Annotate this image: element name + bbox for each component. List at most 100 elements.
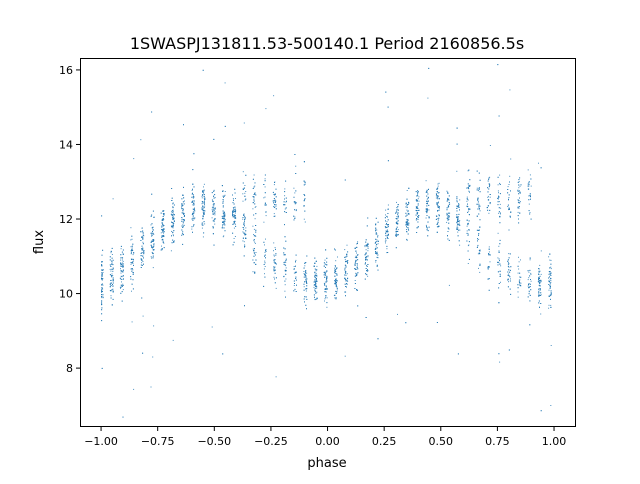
data-point	[435, 219, 437, 220]
data-point	[173, 220, 175, 222]
data-point	[427, 235, 429, 237]
data-point	[316, 278, 317, 280]
data-point	[274, 215, 276, 217]
data-point	[222, 217, 224, 219]
data-point	[214, 207, 216, 209]
data-point	[549, 274, 551, 276]
data-point	[255, 259, 257, 261]
data-point	[273, 259, 275, 261]
data-point	[141, 259, 143, 261]
data-point	[335, 284, 337, 286]
data-point	[305, 270, 307, 272]
data-point	[252, 208, 254, 210]
data-point	[293, 268, 295, 270]
data-point	[316, 274, 318, 276]
data-point	[171, 188, 173, 189]
data-point	[304, 183, 306, 185]
data-point	[377, 254, 379, 256]
data-point	[459, 229, 461, 231]
data-point	[253, 262, 255, 264]
data-point	[347, 280, 349, 282]
data-point	[489, 209, 491, 211]
data-point	[386, 235, 388, 237]
data-point	[324, 298, 326, 300]
data-point	[120, 268, 121, 270]
data-point	[405, 221, 407, 223]
data-point	[306, 285, 308, 287]
data-point	[499, 243, 501, 245]
data-point	[232, 214, 234, 216]
data-point	[295, 173, 297, 174]
data-point	[224, 220, 226, 222]
data-point	[478, 188, 480, 190]
data-point	[456, 206, 458, 208]
data-point	[274, 282, 276, 284]
data-point	[457, 216, 459, 218]
data-point	[508, 207, 510, 209]
data-point	[324, 263, 326, 265]
data-point	[162, 218, 164, 220]
data-point	[519, 177, 521, 179]
data-point	[151, 235, 152, 237]
data-point	[529, 294, 531, 296]
data-point	[408, 202, 410, 204]
data-point	[507, 186, 509, 188]
data-point	[152, 257, 154, 259]
data-point	[447, 218, 449, 220]
data-point	[468, 208, 470, 210]
data-point	[222, 195, 224, 197]
data-point	[213, 221, 215, 223]
data-point	[367, 264, 369, 265]
data-point	[336, 273, 338, 274]
data-point	[222, 202, 224, 204]
data-point	[417, 194, 419, 196]
data-point	[274, 269, 276, 271]
data-point	[306, 298, 308, 300]
data-point	[446, 217, 448, 219]
data-point	[170, 213, 172, 215]
data-point	[142, 261, 144, 262]
data-point	[456, 228, 458, 230]
data-point	[151, 214, 153, 216]
data-point	[101, 284, 103, 286]
data-point	[172, 224, 174, 226]
data-point	[313, 294, 315, 296]
data-point	[303, 205, 305, 206]
data-point	[436, 231, 438, 233]
data-point	[387, 219, 389, 221]
data-point	[476, 170, 478, 172]
data-point	[385, 242, 386, 244]
data-point	[264, 180, 266, 182]
data-point	[244, 246, 245, 248]
data-point	[283, 262, 285, 264]
data-point	[448, 215, 450, 216]
data-point	[283, 263, 285, 265]
data-point	[242, 200, 244, 202]
data-point	[173, 213, 174, 215]
data-point	[142, 352, 144, 354]
data-point	[438, 225, 440, 227]
data-point	[540, 250, 542, 252]
data-point	[365, 253, 367, 255]
data-point	[295, 209, 297, 211]
data-point	[284, 264, 286, 266]
data-point	[305, 304, 307, 306]
data-point	[263, 197, 265, 199]
data-point	[303, 184, 305, 186]
data-point	[487, 209, 489, 211]
data-point	[211, 217, 213, 219]
data-point	[344, 249, 346, 251]
data-point	[294, 218, 296, 219]
data-point	[510, 158, 512, 160]
data-point	[416, 206, 418, 208]
data-point	[357, 305, 359, 307]
data-point	[202, 206, 204, 208]
data-point	[303, 205, 305, 207]
data-point	[456, 220, 458, 222]
data-point	[417, 217, 419, 218]
data-point	[122, 264, 124, 266]
data-point	[417, 226, 419, 228]
data-point	[387, 224, 388, 226]
data-point	[548, 295, 550, 297]
data-point	[499, 270, 501, 272]
